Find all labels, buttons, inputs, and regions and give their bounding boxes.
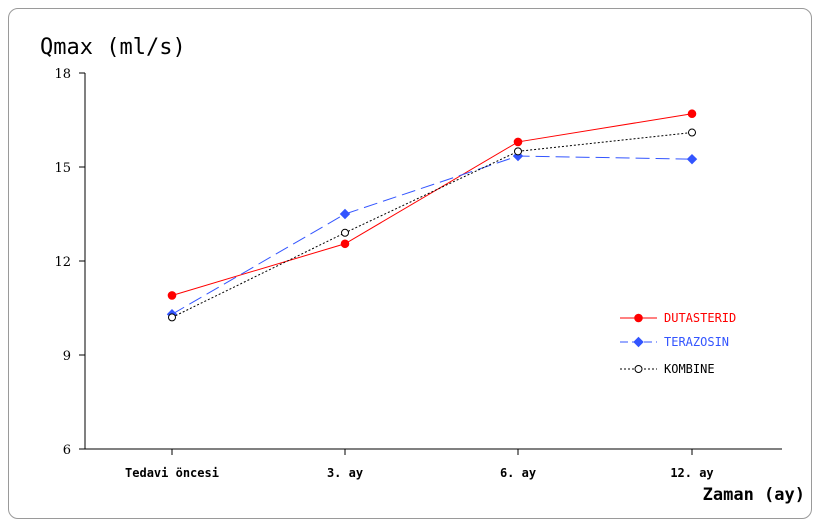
series-terazosin [166,150,698,320]
legend: DUTASTERID TERAZOSIN KOMBINE [620,311,736,376]
legend-label: TERAZOSIN [664,335,729,349]
chart-frame [8,8,812,519]
legend-label: KOMBINE [664,362,715,376]
x-tick-label: Tedavi öncesi [125,466,219,480]
axes [84,73,782,450]
legend-marker [634,365,643,373]
y-axis-label: Qmax (ml/s) [40,35,186,60]
x-axis-label: Zaman (ay) [703,485,805,505]
y-tick-label: 18 [54,67,71,82]
data-point-dutasterid [687,109,697,119]
y-ticks: 6 9 12 15 18 [54,67,85,458]
data-point-terazosin [686,153,698,165]
series-line-dutasterid [171,113,693,296]
x-tick-label: 3. ay [327,466,363,480]
x-tick-label: 6. ay [500,466,536,480]
series-line-kombine [171,132,693,318]
x-tick-label: 12. ay [670,466,713,480]
y-tick-label: 15 [54,161,71,176]
x-ticks: Tedavi öncesi 3. ay 6. ay 12. ay [125,449,714,480]
data-point-kombine [341,228,349,237]
series-group [166,109,698,322]
y-tick-label: 6 [63,443,71,458]
legend-label: DUTASTERID [664,311,736,325]
data-point-kombine [168,313,176,322]
data-point-dutasterid [167,291,177,300]
legend-marker [634,313,643,323]
data-point-dutasterid [513,137,523,147]
data-point-dutasterid [340,239,350,249]
legend-marker [633,336,644,348]
series-kombine [168,128,696,322]
legend-item-terazosin: TERAZOSIN [620,335,729,349]
series-line-terazosin [171,155,693,315]
legend-item-kombine: KOMBINE [620,362,715,376]
data-point-kombine [514,147,522,156]
y-tick-label: 12 [54,255,71,270]
data-point-kombine [688,128,696,137]
data-point-terazosin [339,208,351,220]
series-dutasterid [167,109,697,300]
y-tick-label: 9 [63,349,71,364]
legend-item-dutasterid: DUTASTERID [620,311,736,325]
